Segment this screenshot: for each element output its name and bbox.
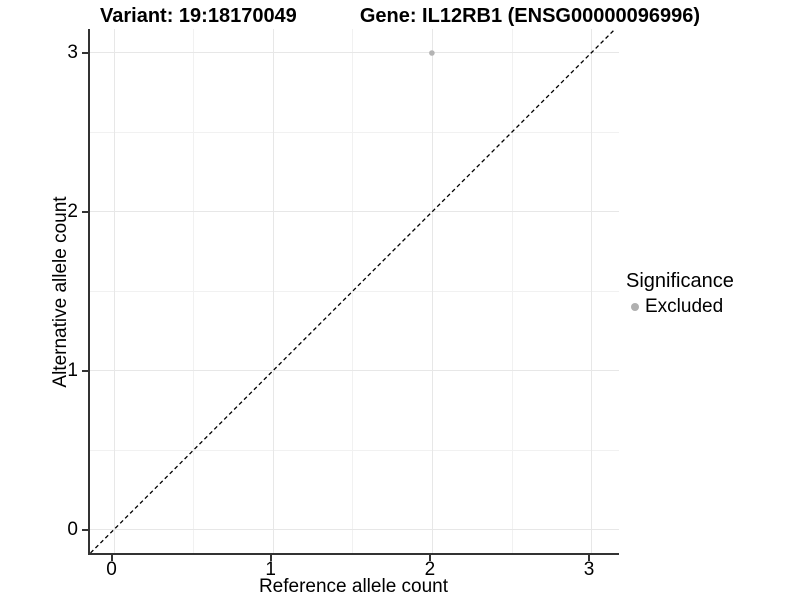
- major-gridline-horizontal: [90, 529, 619, 530]
- legend: Significance Excluded: [626, 270, 734, 318]
- major-gridline-vertical: [272, 29, 274, 553]
- legend-title: Significance: [626, 270, 734, 292]
- x-tick-mark: [110, 555, 113, 561]
- y-tick-label: 1: [67, 360, 78, 381]
- minor-gridline-horizontal: [90, 290, 619, 292]
- y-axis-title: Alternative allele count: [50, 196, 71, 388]
- major-gridline-vertical: [113, 29, 115, 553]
- y-tick-label: 2: [67, 201, 78, 222]
- gene-title: Gene: IL12RB1 (ENSG00000096996): [359, 5, 700, 27]
- x-tick-label: 1: [265, 559, 276, 580]
- excluded-legend-dot-icon: [631, 303, 639, 311]
- x-tick-mark: [588, 555, 591, 561]
- x-tick-label: 0: [106, 559, 117, 580]
- legend-entry-label: Excluded: [645, 296, 724, 317]
- identity-dashed-line: [88, 29, 617, 555]
- major-gridline-vertical: [591, 29, 593, 553]
- y-tick-label: 0: [67, 519, 78, 540]
- plot-layer: [88, 29, 617, 555]
- minor-gridline-horizontal: [90, 449, 619, 451]
- y-tick-mark: [82, 529, 88, 531]
- minor-gridline-horizontal: [90, 131, 619, 133]
- major-gridline-vertical: [431, 29, 433, 553]
- y-tick-mark: [82, 211, 88, 213]
- y-tick-label: 3: [67, 42, 78, 63]
- x-tick-label: 2: [424, 559, 436, 580]
- major-gridline-horizontal: [90, 52, 619, 53]
- major-gridline-horizontal: [90, 211, 619, 212]
- x-tick-mark: [269, 555, 272, 561]
- x-tick-label: 3: [583, 559, 595, 580]
- variant-title: Variant: 19:18170049: [100, 5, 297, 27]
- y-tick-mark: [82, 370, 88, 372]
- x-axis-title: Reference allele count: [258, 576, 449, 597]
- x-tick-mark: [428, 555, 431, 561]
- legend-entry-excluded: Excluded: [626, 296, 734, 318]
- excluded-data-point: [429, 50, 435, 56]
- y-tick-mark: [82, 52, 88, 54]
- minor-gridline-vertical: [511, 29, 513, 553]
- major-gridline-horizontal: [90, 370, 619, 371]
- plot-title: Variant: 19:18170049 Gene: IL12RB1 (ENSG…: [0, 5, 800, 28]
